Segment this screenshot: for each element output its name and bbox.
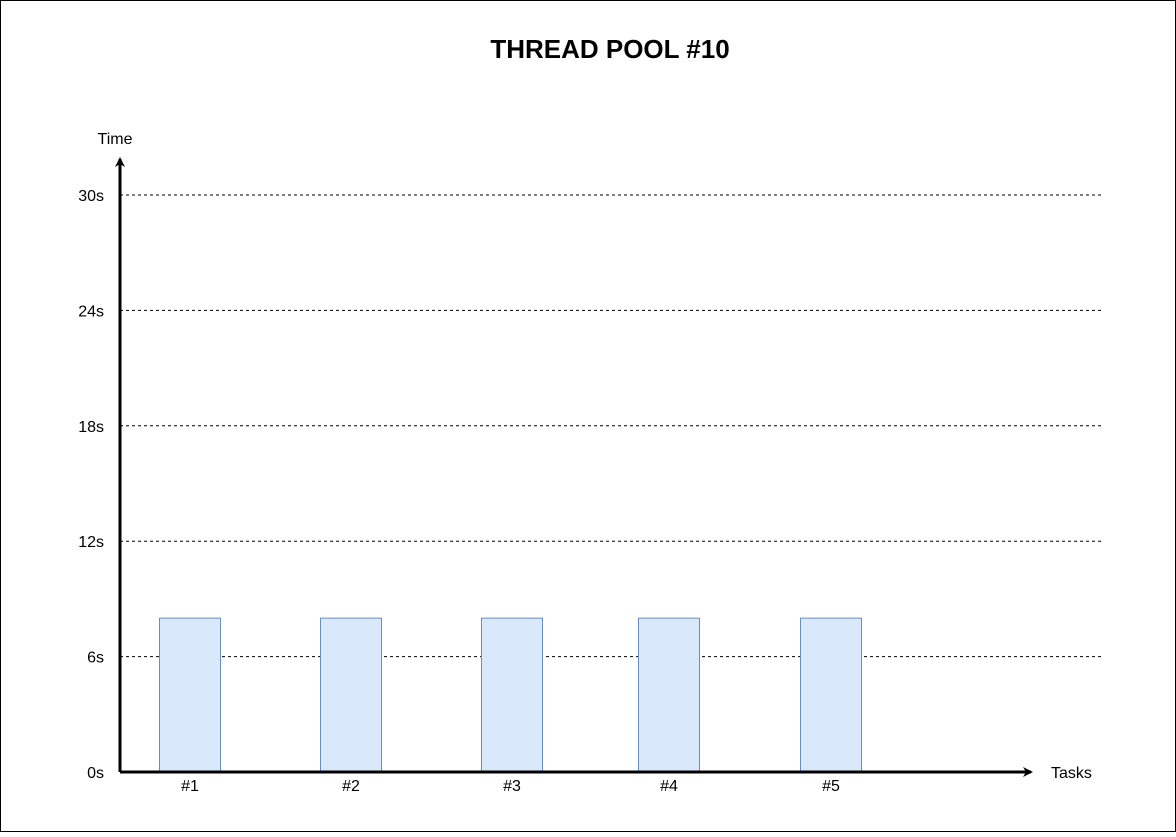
y-tick-label: 12s (78, 534, 104, 551)
x-tick-label-task-4: #4 (660, 778, 678, 795)
y-tick-label: 6s (87, 650, 104, 667)
x-tick-label-task-5: #5 (822, 778, 840, 795)
bar-task-1 (159, 617, 221, 773)
chart-title: THREAD POOL #10 (490, 34, 729, 64)
bar-task-2 (320, 617, 382, 773)
bar-task-5 (800, 617, 862, 773)
y-tick-label: 24s (78, 303, 104, 320)
x-tick-label-task-2: #2 (342, 778, 360, 795)
bars (159, 617, 862, 773)
y-tick-label: 30s (78, 188, 104, 205)
x-tick-label-task-1: #1 (181, 778, 199, 795)
bar-task-3 (481, 617, 543, 773)
y-tick-labels: 0s 6s 12s 18s 24s 30s (78, 188, 104, 782)
y-tick-label: 0s (87, 765, 104, 782)
bar-task-4 (638, 617, 700, 773)
y-axis-label: Time (98, 131, 133, 148)
x-axis-label: Tasks (1051, 765, 1092, 782)
x-tick-labels: #1 #2 #3 #4 #5 (181, 778, 840, 795)
x-tick-label-task-3: #3 (503, 778, 521, 795)
grid-lines (120, 194, 1101, 658)
y-tick-label: 18s (78, 419, 104, 436)
